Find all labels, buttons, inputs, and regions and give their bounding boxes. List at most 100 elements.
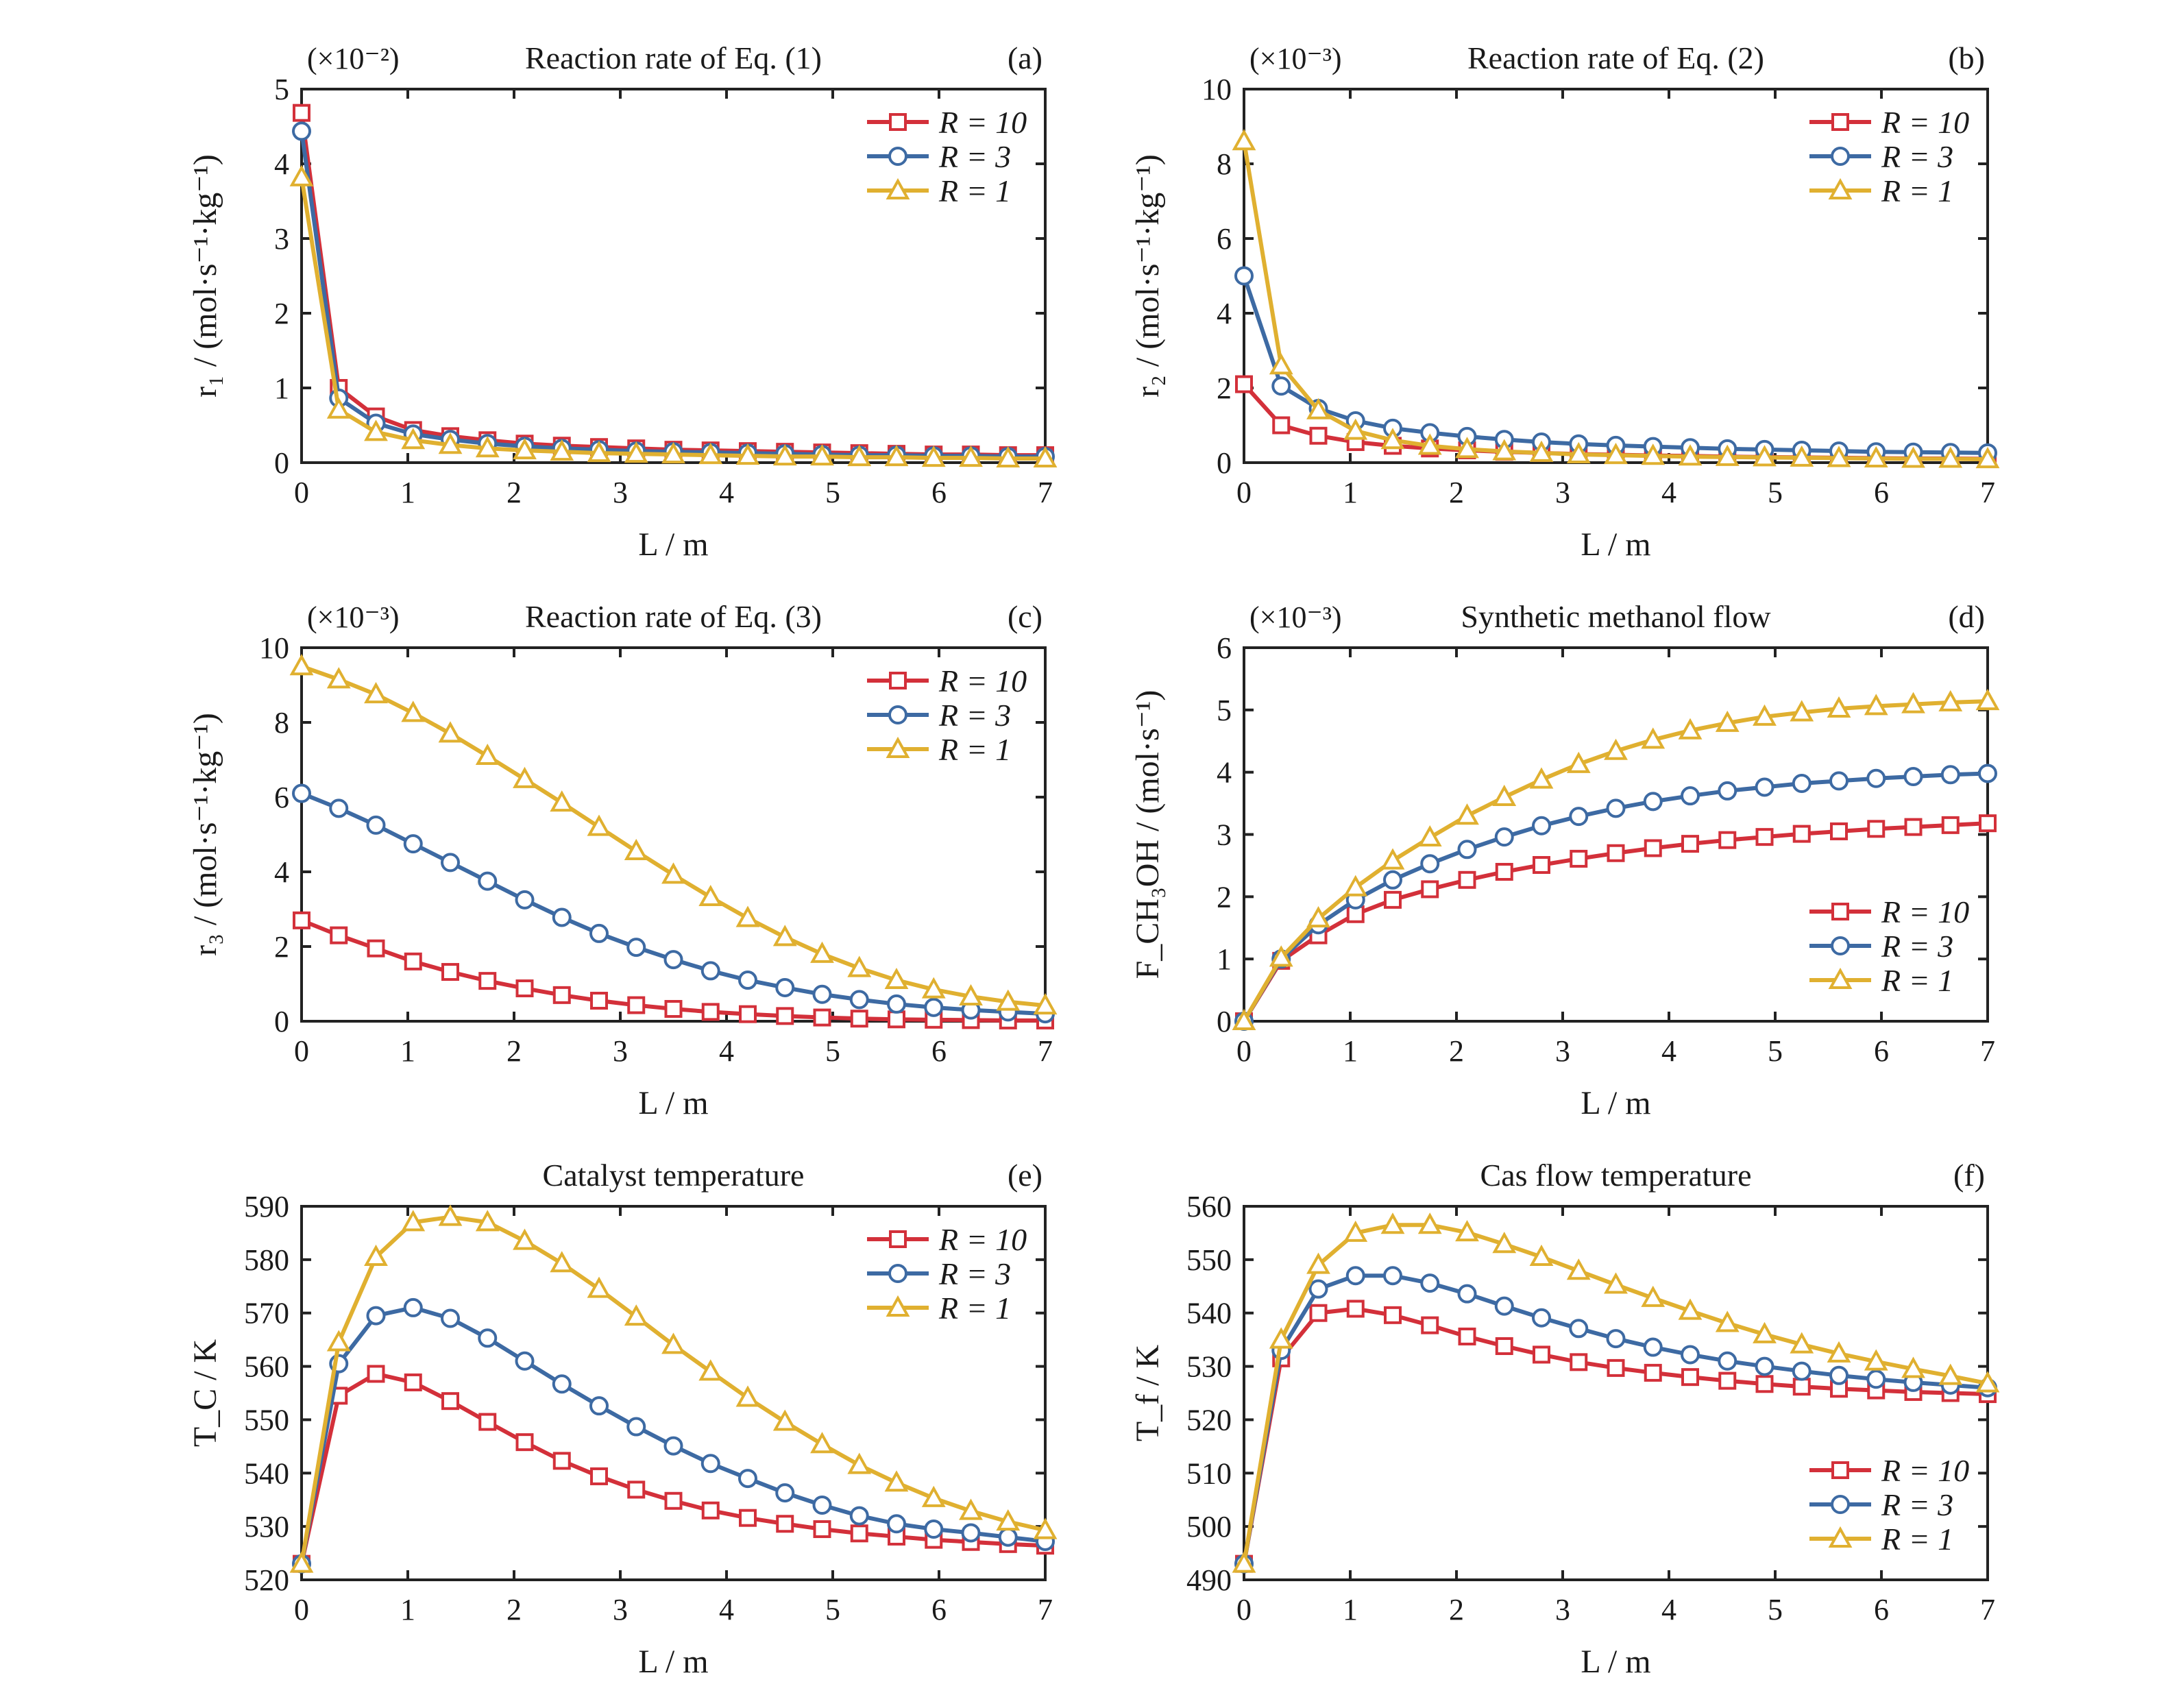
data-point <box>850 1010 868 1028</box>
data-point <box>810 941 834 963</box>
series-2 <box>1232 1212 2000 1573</box>
data-point <box>1457 1284 1477 1304</box>
data-point <box>1306 1252 1330 1274</box>
data-point <box>1345 1266 1365 1286</box>
data-point <box>812 984 832 1004</box>
data-point <box>775 1483 795 1503</box>
data-point <box>1904 818 1923 836</box>
series-2 <box>289 164 1058 468</box>
legend: R = 10R = 3R = 1 <box>1809 1453 1969 1557</box>
data-point <box>921 445 946 467</box>
x-tick-label: 7 <box>1038 1034 1053 1068</box>
x-tick-label: 6 <box>931 476 947 509</box>
x-tick-label: 3 <box>1555 1593 1570 1626</box>
panel-letter: (c) <box>1008 599 1042 634</box>
series-line <box>300 177 1045 461</box>
chart-panel-5: 0 1 2 3 4 5 6 7 490 500 510 520 530 540 550 560 Cas flow… <box>1130 1158 2000 1680</box>
data-point <box>996 989 1021 1011</box>
y-tick-label: 4 <box>274 147 289 181</box>
data-point <box>587 1276 611 1298</box>
y-tick-label: 4 <box>1217 297 1232 330</box>
x-tick-label: 4 <box>719 1034 734 1068</box>
y-tick-label: 5 <box>274 73 289 106</box>
data-point <box>1607 844 1625 862</box>
data-point <box>1830 822 1848 840</box>
plot-frame <box>300 646 1047 1023</box>
data-point <box>959 445 983 467</box>
data-point <box>438 432 463 454</box>
data-point <box>1494 827 1514 847</box>
y-tick-label: 2 <box>1217 371 1232 405</box>
x-tick-label: 4 <box>719 476 734 509</box>
data-point <box>661 862 685 884</box>
x-tick-label: 0 <box>1236 476 1252 509</box>
data-point <box>1790 700 1814 722</box>
y-tick-label: 10 <box>259 631 289 665</box>
data-point <box>1606 1329 1626 1349</box>
data-point <box>1864 694 1888 716</box>
y-tick-label: 530 <box>244 1510 289 1544</box>
data-point <box>326 397 351 419</box>
y-tick-label: 490 <box>1186 1563 1232 1597</box>
panel-letter: (b) <box>1948 40 1985 75</box>
data-point <box>813 1008 831 1027</box>
data-point <box>1641 727 1666 749</box>
data-point <box>1829 771 1849 791</box>
x-axis-label: L / m <box>638 526 708 563</box>
data-point <box>1494 1296 1514 1316</box>
data-point <box>887 994 906 1014</box>
data-point <box>1938 690 1963 711</box>
legend: R = 10R = 3R = 1 <box>1809 105 1969 208</box>
data-point <box>850 1524 868 1543</box>
data-point <box>1718 781 1737 801</box>
data-point <box>624 441 648 463</box>
x-tick-label: 2 <box>507 476 522 509</box>
x-tick-label: 1 <box>1343 476 1358 509</box>
data-point <box>438 1204 463 1226</box>
x-tick-label: 7 <box>1980 1593 1995 1626</box>
data-point <box>1975 689 2000 711</box>
legend-marker <box>1831 113 1849 131</box>
data-point <box>810 1432 834 1454</box>
data-point <box>1343 1220 1368 1242</box>
data-point <box>1715 710 1740 732</box>
data-point <box>1866 1369 1886 1389</box>
data-point <box>624 1304 648 1326</box>
data-point <box>663 950 683 970</box>
legend-marker <box>1828 967 1853 989</box>
data-point <box>1901 1356 1925 1378</box>
data-point <box>293 911 310 929</box>
data-point <box>1604 738 1628 760</box>
legend: R = 10R = 3R = 1 <box>867 663 1027 767</box>
data-point <box>1532 816 1551 835</box>
data-point <box>1827 696 1851 718</box>
series-1 <box>292 1297 1055 1574</box>
series-2 <box>1232 129 2000 469</box>
chart-title: Reaction rate of Eq. (1) <box>525 40 822 75</box>
x-tick-label: 2 <box>507 1593 522 1626</box>
data-point <box>1681 1345 1700 1365</box>
data-point <box>552 1452 571 1470</box>
data-point <box>404 952 422 971</box>
y-tick-label: 10 <box>1202 73 1232 106</box>
data-point <box>849 1506 869 1526</box>
data-point <box>1343 875 1368 896</box>
data-point <box>661 442 685 464</box>
x-tick-label: 4 <box>719 1593 734 1626</box>
data-point <box>1417 433 1442 455</box>
data-point <box>1606 798 1626 818</box>
data-point <box>289 1551 314 1573</box>
data-point <box>1978 764 1997 783</box>
x-tick-label: 5 <box>1768 1593 1783 1626</box>
legend-marker <box>1828 178 1853 199</box>
data-point <box>663 1436 683 1456</box>
data-point <box>1533 1345 1550 1364</box>
y-tick-label: 4 <box>274 855 289 889</box>
data-point <box>364 419 388 441</box>
legend-label: R = 10 <box>938 105 1027 140</box>
y-tick-label: 0 <box>1217 446 1232 480</box>
data-point <box>1901 446 1925 468</box>
data-point <box>1718 1351 1737 1371</box>
x-tick-label: 7 <box>1038 1593 1053 1626</box>
